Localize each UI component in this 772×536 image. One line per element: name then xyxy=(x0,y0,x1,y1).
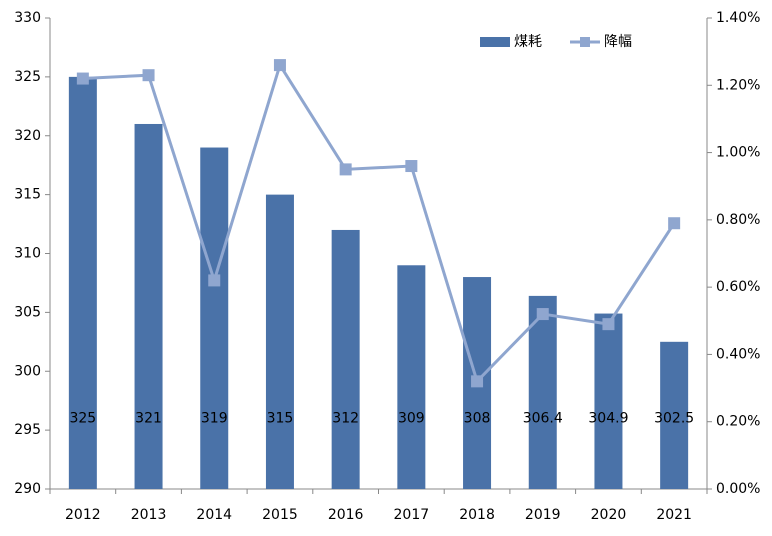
x-tick-label: 2013 xyxy=(131,507,167,523)
marker xyxy=(76,72,89,85)
data-label: 312 xyxy=(332,410,359,426)
x-tick-label: 2016 xyxy=(328,507,364,523)
x-tick-label: 2019 xyxy=(525,507,561,523)
y2-tick-label: 1.40% xyxy=(716,10,760,26)
y2-tick-label: 1.00% xyxy=(716,145,760,161)
marker xyxy=(142,69,155,82)
y-tick-label: 310 xyxy=(14,246,41,262)
data-label: 309 xyxy=(398,410,425,426)
bar xyxy=(200,147,229,489)
y2-tick-label: 0.80% xyxy=(716,212,760,228)
data-label: 321 xyxy=(135,410,162,426)
y2-tick-label: 0.20% xyxy=(716,414,760,430)
bar xyxy=(397,265,426,489)
legend-swatch xyxy=(580,37,590,47)
x-tick-label: 2015 xyxy=(262,507,298,523)
data-label: 308 xyxy=(464,410,491,426)
bar xyxy=(265,194,294,489)
y-tick-label: 330 xyxy=(14,10,41,26)
y-tick-label: 315 xyxy=(14,187,41,203)
y-tick-label: 305 xyxy=(14,304,41,320)
y2-tick-label: 0.60% xyxy=(716,279,760,295)
marker xyxy=(602,318,615,331)
x-tick-label: 2020 xyxy=(591,507,627,523)
legend-label: 煤耗 xyxy=(514,34,542,50)
y2-tick-label: 0.00% xyxy=(716,481,760,497)
x-tick-label: 2017 xyxy=(394,507,430,523)
data-label: 315 xyxy=(267,410,294,426)
marker xyxy=(536,308,549,321)
marker xyxy=(273,59,286,72)
data-label: 304.9 xyxy=(588,410,628,426)
y-tick-label: 300 xyxy=(14,363,41,379)
x-tick-label: 2014 xyxy=(196,507,232,523)
y-tick-label: 295 xyxy=(14,422,41,438)
x-tick-label: 2018 xyxy=(459,507,495,523)
data-label: 325 xyxy=(69,410,96,426)
marker xyxy=(471,375,484,388)
data-label: 302.5 xyxy=(654,410,694,426)
marker xyxy=(668,217,681,230)
bar xyxy=(594,313,623,489)
bar xyxy=(68,76,97,489)
y-tick-label: 325 xyxy=(14,69,41,85)
legend-label: 降幅 xyxy=(604,34,632,50)
data-label: 319 xyxy=(201,410,228,426)
marker xyxy=(208,274,221,287)
line xyxy=(82,61,676,385)
y2-tick-label: 0.40% xyxy=(716,346,760,362)
bar xyxy=(331,229,360,489)
bar xyxy=(528,295,557,489)
y-tick-label: 290 xyxy=(14,481,41,497)
x-tick-label: 2012 xyxy=(65,507,101,523)
x-tick-label: 2021 xyxy=(656,507,692,523)
y-tick-label: 320 xyxy=(14,128,41,144)
marker xyxy=(405,160,418,173)
bar xyxy=(660,341,689,489)
data-label: 306.4 xyxy=(523,410,563,426)
y2-tick-label: 1.20% xyxy=(716,77,760,93)
legend-swatch xyxy=(480,37,510,47)
marker xyxy=(339,163,352,176)
bar xyxy=(134,123,163,489)
